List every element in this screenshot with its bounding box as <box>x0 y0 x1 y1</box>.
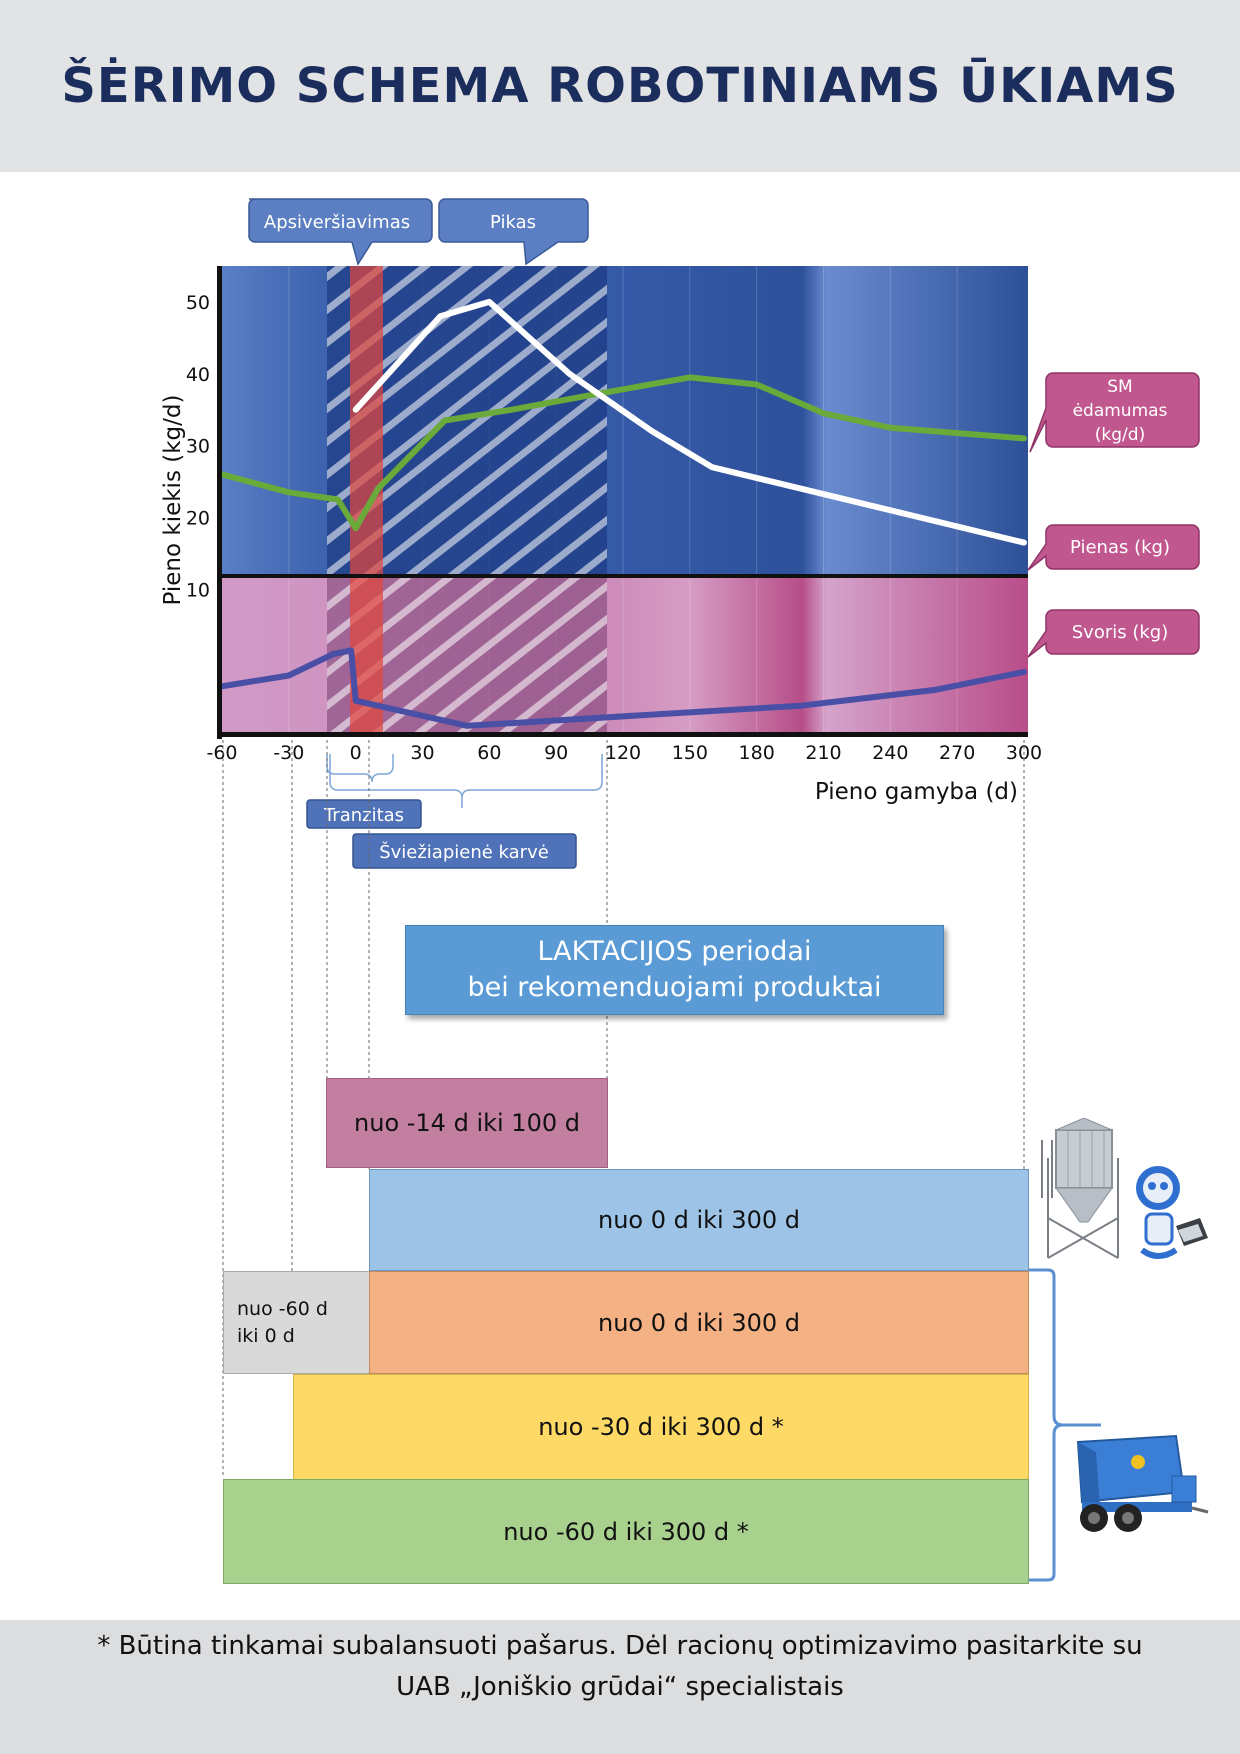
calving-zone <box>350 266 383 734</box>
silo-robot-image <box>1041 1118 1208 1259</box>
x-tick-label: 180 <box>739 742 775 764</box>
x-tick-label: 0 <box>350 742 362 764</box>
legend-label-weight: Svoris (kg) <box>1072 622 1169 643</box>
x-tick-label: -60 <box>206 742 237 764</box>
lactation-chart: -60 -30 0 30 60 90 120 150 180 210 240 270 300102030… <box>160 198 1200 869</box>
legend-milk: Pienas (kg) <box>1027 524 1200 571</box>
footer-band <box>0 1620 1240 1754</box>
x-axis-label: Pieno gamyba (d) <box>815 779 1018 805</box>
series-line-1 <box>352 298 1027 546</box>
y-tick-label: 50 <box>186 292 210 314</box>
y-tick-label: 10 <box>186 579 210 601</box>
y-axis-label: Pieno kiekis (kg/d) <box>160 395 186 606</box>
feed-mixer-image <box>1076 1434 1209 1532</box>
lactation-title-line1: LAKTACIJOS periodai <box>537 936 812 967</box>
y-axis <box>217 266 222 739</box>
product-bracket <box>1028 1268 1101 1582</box>
phase-callout-calving: Apsiveršiavimas <box>248 198 433 266</box>
y-tick-label: 40 <box>186 364 210 386</box>
period-bar-5: nuo -30 d iki 300 d * <box>293 1374 1029 1480</box>
footer-note: * Būtina tinkamai subalansuoti pašarus. … <box>40 1626 1200 1708</box>
header-band <box>0 0 1240 172</box>
range-fresh-cow: Šviežiapienė karvė <box>352 833 577 869</box>
range-transit: Tranzitas <box>306 799 422 829</box>
lactation-title-line2: bei rekomenduojami produktai <box>467 972 882 1003</box>
legend-feed-intake: SM ėdamumas (kg/d) <box>1029 372 1200 453</box>
lactation-periods-box: LAKTACIJOS periodai bei rekomenduojami p… <box>405 925 944 1015</box>
phase-label-peak: Pikas <box>490 212 536 233</box>
series-line-0 <box>222 374 1027 532</box>
phase-label-calving: Apsiveršiavimas <box>264 212 410 233</box>
x-tick-label: 210 <box>805 742 841 764</box>
x-tick-label: 270 <box>939 742 975 764</box>
footer-line-1: * Būtina tinkamai subalansuoti pašarus. … <box>97 1631 1143 1661</box>
phase-callout-peak: Pikas <box>438 198 589 266</box>
period-bar-2: nuo 0 d iki 300 d <box>369 1169 1029 1271</box>
period-bar-6: nuo -60 d iki 300 d * <box>223 1479 1029 1584</box>
x-tick-label: 150 <box>672 742 708 764</box>
range-label-fresh-cow: Šviežiapienė karvė <box>379 841 549 863</box>
footer-line-2: UAB „Joniškio grūdai“ specialistais <box>396 1672 844 1702</box>
period-bar-3: nuo -60 d iki 0 d <box>223 1271 370 1374</box>
y-tick-label: 30 <box>186 436 210 458</box>
x-tick-label: -30 <box>273 742 304 764</box>
page-title: ŠĖRIMO SCHEMA ROBOTINIAMS ŪKIAMS <box>61 58 1179 114</box>
range-label-transit: Tranzitas <box>323 805 404 826</box>
divider-line <box>222 574 1028 578</box>
period-bar-1: nuo -14 d iki 100 d <box>326 1078 608 1168</box>
legend-label-feed: SM ėdamumas (kg/d) <box>1073 377 1168 445</box>
legend-weight: Svoris (kg) <box>1027 609 1200 658</box>
x-tick-label: 30 <box>410 742 434 764</box>
x-tick-label: 90 <box>544 742 568 764</box>
x-tick-label: 240 <box>872 742 908 764</box>
y-tick-label: 20 <box>186 507 210 529</box>
x-axis <box>217 732 1028 737</box>
series-line-2 <box>222 647 1027 729</box>
range-brackets <box>326 754 603 808</box>
period-bar-4: nuo 0 d iki 300 d <box>369 1271 1029 1374</box>
legend-label-milk: Pienas (kg) <box>1070 537 1170 558</box>
x-tick-label: 60 <box>477 742 501 764</box>
x-tick-label: 120 <box>605 742 641 764</box>
